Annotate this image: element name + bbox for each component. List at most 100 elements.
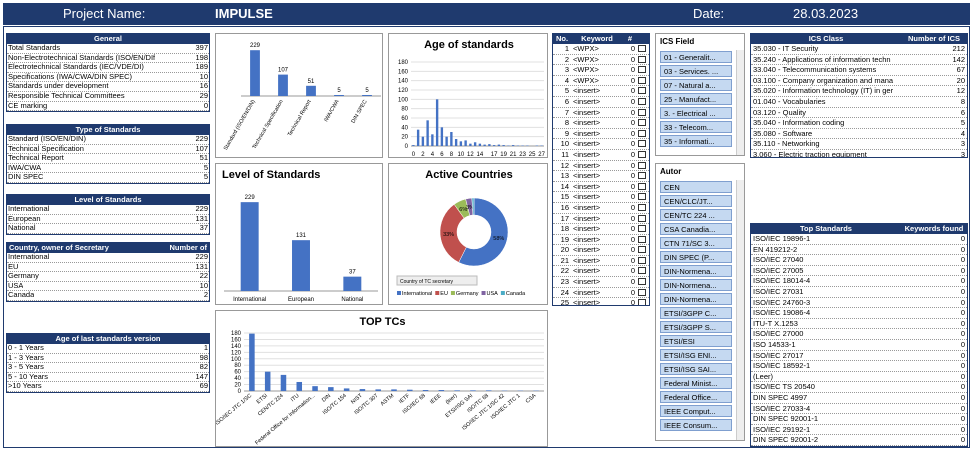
slicer-item[interactable]: ETSI/3GPP S... [660,321,732,333]
checkbox[interactable] [638,267,646,275]
cell: <insert> [573,266,601,276]
slicer-item[interactable]: 03 - Services. ... [660,65,732,77]
slicer-item[interactable]: CSA Canadia... [660,223,732,235]
bar [416,129,420,146]
checkbox[interactable] [638,129,646,137]
cell: 0 [960,392,965,402]
y-tick-label: 60 [234,370,241,376]
table-row: 35.240 - Applications of information tec… [751,55,967,66]
slicer-item[interactable]: ETSI/ISG ENI... [660,349,732,361]
checkbox[interactable] [638,76,646,84]
table-row: ANSI X 9.1380 [751,446,967,447]
cell: 35.040 - Information coding [753,118,845,128]
row-value: 1 [203,343,208,352]
checkbox[interactable] [638,203,646,211]
y-tick-label: 140 [231,344,242,350]
checkbox[interactable] [638,214,646,222]
slicer-item[interactable]: 3. - Electrical ... [660,107,732,119]
checkbox[interactable] [638,45,646,52]
row-label: Responsible Technical Committees [8,91,125,100]
checkbox[interactable] [638,140,646,148]
slicer-item[interactable]: 01 - Generalit... [660,51,732,63]
checkbox[interactable] [638,87,646,95]
checkbox[interactable] [638,66,646,74]
cell: 25 [560,298,569,306]
checkbox[interactable] [638,150,646,158]
slicer-item[interactable]: ETSI/ESI [660,335,732,347]
legend-label: USA [487,291,499,297]
checkbox[interactable] [638,278,646,286]
x-tick-label: DIN SPEC [351,99,369,125]
cell: 35.240 - Applications of information tec… [753,54,891,64]
row-value: 5 [203,172,208,182]
row-label: DIN SPEC [8,173,44,182]
slicer-item[interactable]: DIN SPEC (P... [660,251,732,263]
slicer-item[interactable]: ETSI/3GPP C... [660,307,732,319]
checkbox[interactable] [638,97,646,105]
slicer-item[interactable]: DIN-Normena... [660,265,732,277]
checkbox[interactable] [638,235,646,243]
slicer-item[interactable]: IEEE Comput... [660,405,732,417]
table-row: Standard (ISO/EN/DIN) 229 [7,134,209,145]
slicer-item[interactable]: CEN/TC 224 ... [660,209,732,221]
bar [264,371,271,391]
checkbox[interactable] [638,161,646,169]
table-row: 9 <insert> 0 [553,129,649,140]
slicer-item[interactable]: DIN-Normena... [660,279,732,291]
checkbox[interactable] [638,55,646,63]
cell: 10 [560,139,569,149]
cell: <insert> [573,298,601,306]
cell: 6 [564,96,569,106]
bar [422,390,429,391]
cell: <insert> [573,139,601,149]
summary-table: Age of last standards version 0 - 1 Years… [6,333,210,393]
slicer-item[interactable]: DIN-Normena... [660,293,732,305]
slicer-item[interactable]: 25 - Manufact... [660,93,732,105]
slicer-item[interactable]: CTN 71/SC 3... [660,237,732,249]
pie-slice [458,197,509,267]
table-row: 2 <WPX> 0 [553,55,649,66]
x-tick-label: 19 [500,152,507,158]
checkbox[interactable] [638,108,646,116]
checkbox[interactable] [638,172,646,180]
cell: <insert> [573,96,601,106]
slicer-item[interactable]: 35 - Informati... [660,135,732,147]
slicer-item[interactable]: ETSI/ISG SAI... [660,363,732,375]
y-tick-label: 140 [398,79,409,85]
slicer-item[interactable]: Federal Minist... [660,377,732,389]
y-tick-label: 80 [401,107,408,113]
cell: 0 [960,361,965,371]
chart-title: Active Countries [425,169,512,181]
checkbox[interactable] [638,182,646,190]
slicer-item[interactable]: Federal Office... [660,391,732,403]
y-tick-label: 180 [398,60,409,66]
checkbox[interactable] [638,225,646,233]
table-row: 5 - 10 Years 147 [7,372,209,383]
cell: 11 [561,149,569,159]
cell: 0 [630,54,635,64]
cell: 01.040 - Vocabularies [753,96,826,106]
checkbox[interactable] [638,246,646,254]
slicer-item[interactable]: CEN [660,181,732,193]
table-row: 33.040 - Telecommunication systems 67 [751,65,967,76]
checkbox[interactable] [638,299,646,305]
slicer-item[interactable]: 07 - Natural a... [660,79,732,91]
table-row: 1 <WPX> 0 [553,44,649,55]
column-header: Top Standards [800,224,852,233]
table-row: International 229 [7,252,209,263]
legend-swatch [450,291,455,295]
slicer-item[interactable]: 33 - Telecom... [660,121,732,133]
table-row: >10 Years 69 [7,382,209,392]
row-value: 229 [195,252,208,261]
checkbox[interactable] [638,119,646,127]
checkbox[interactable] [638,256,646,264]
bar [407,389,413,391]
x-tick-label: 10 [458,152,465,158]
slicer-item[interactable]: IEEE Consum... [660,419,732,431]
checkbox[interactable] [638,288,646,296]
row-value: 0 [203,100,208,110]
cell: <insert> [573,202,601,212]
x-tick-label: 8 [450,152,454,158]
slicer-item[interactable]: CEN/CLC/JT... [660,195,732,207]
checkbox[interactable] [638,193,646,201]
